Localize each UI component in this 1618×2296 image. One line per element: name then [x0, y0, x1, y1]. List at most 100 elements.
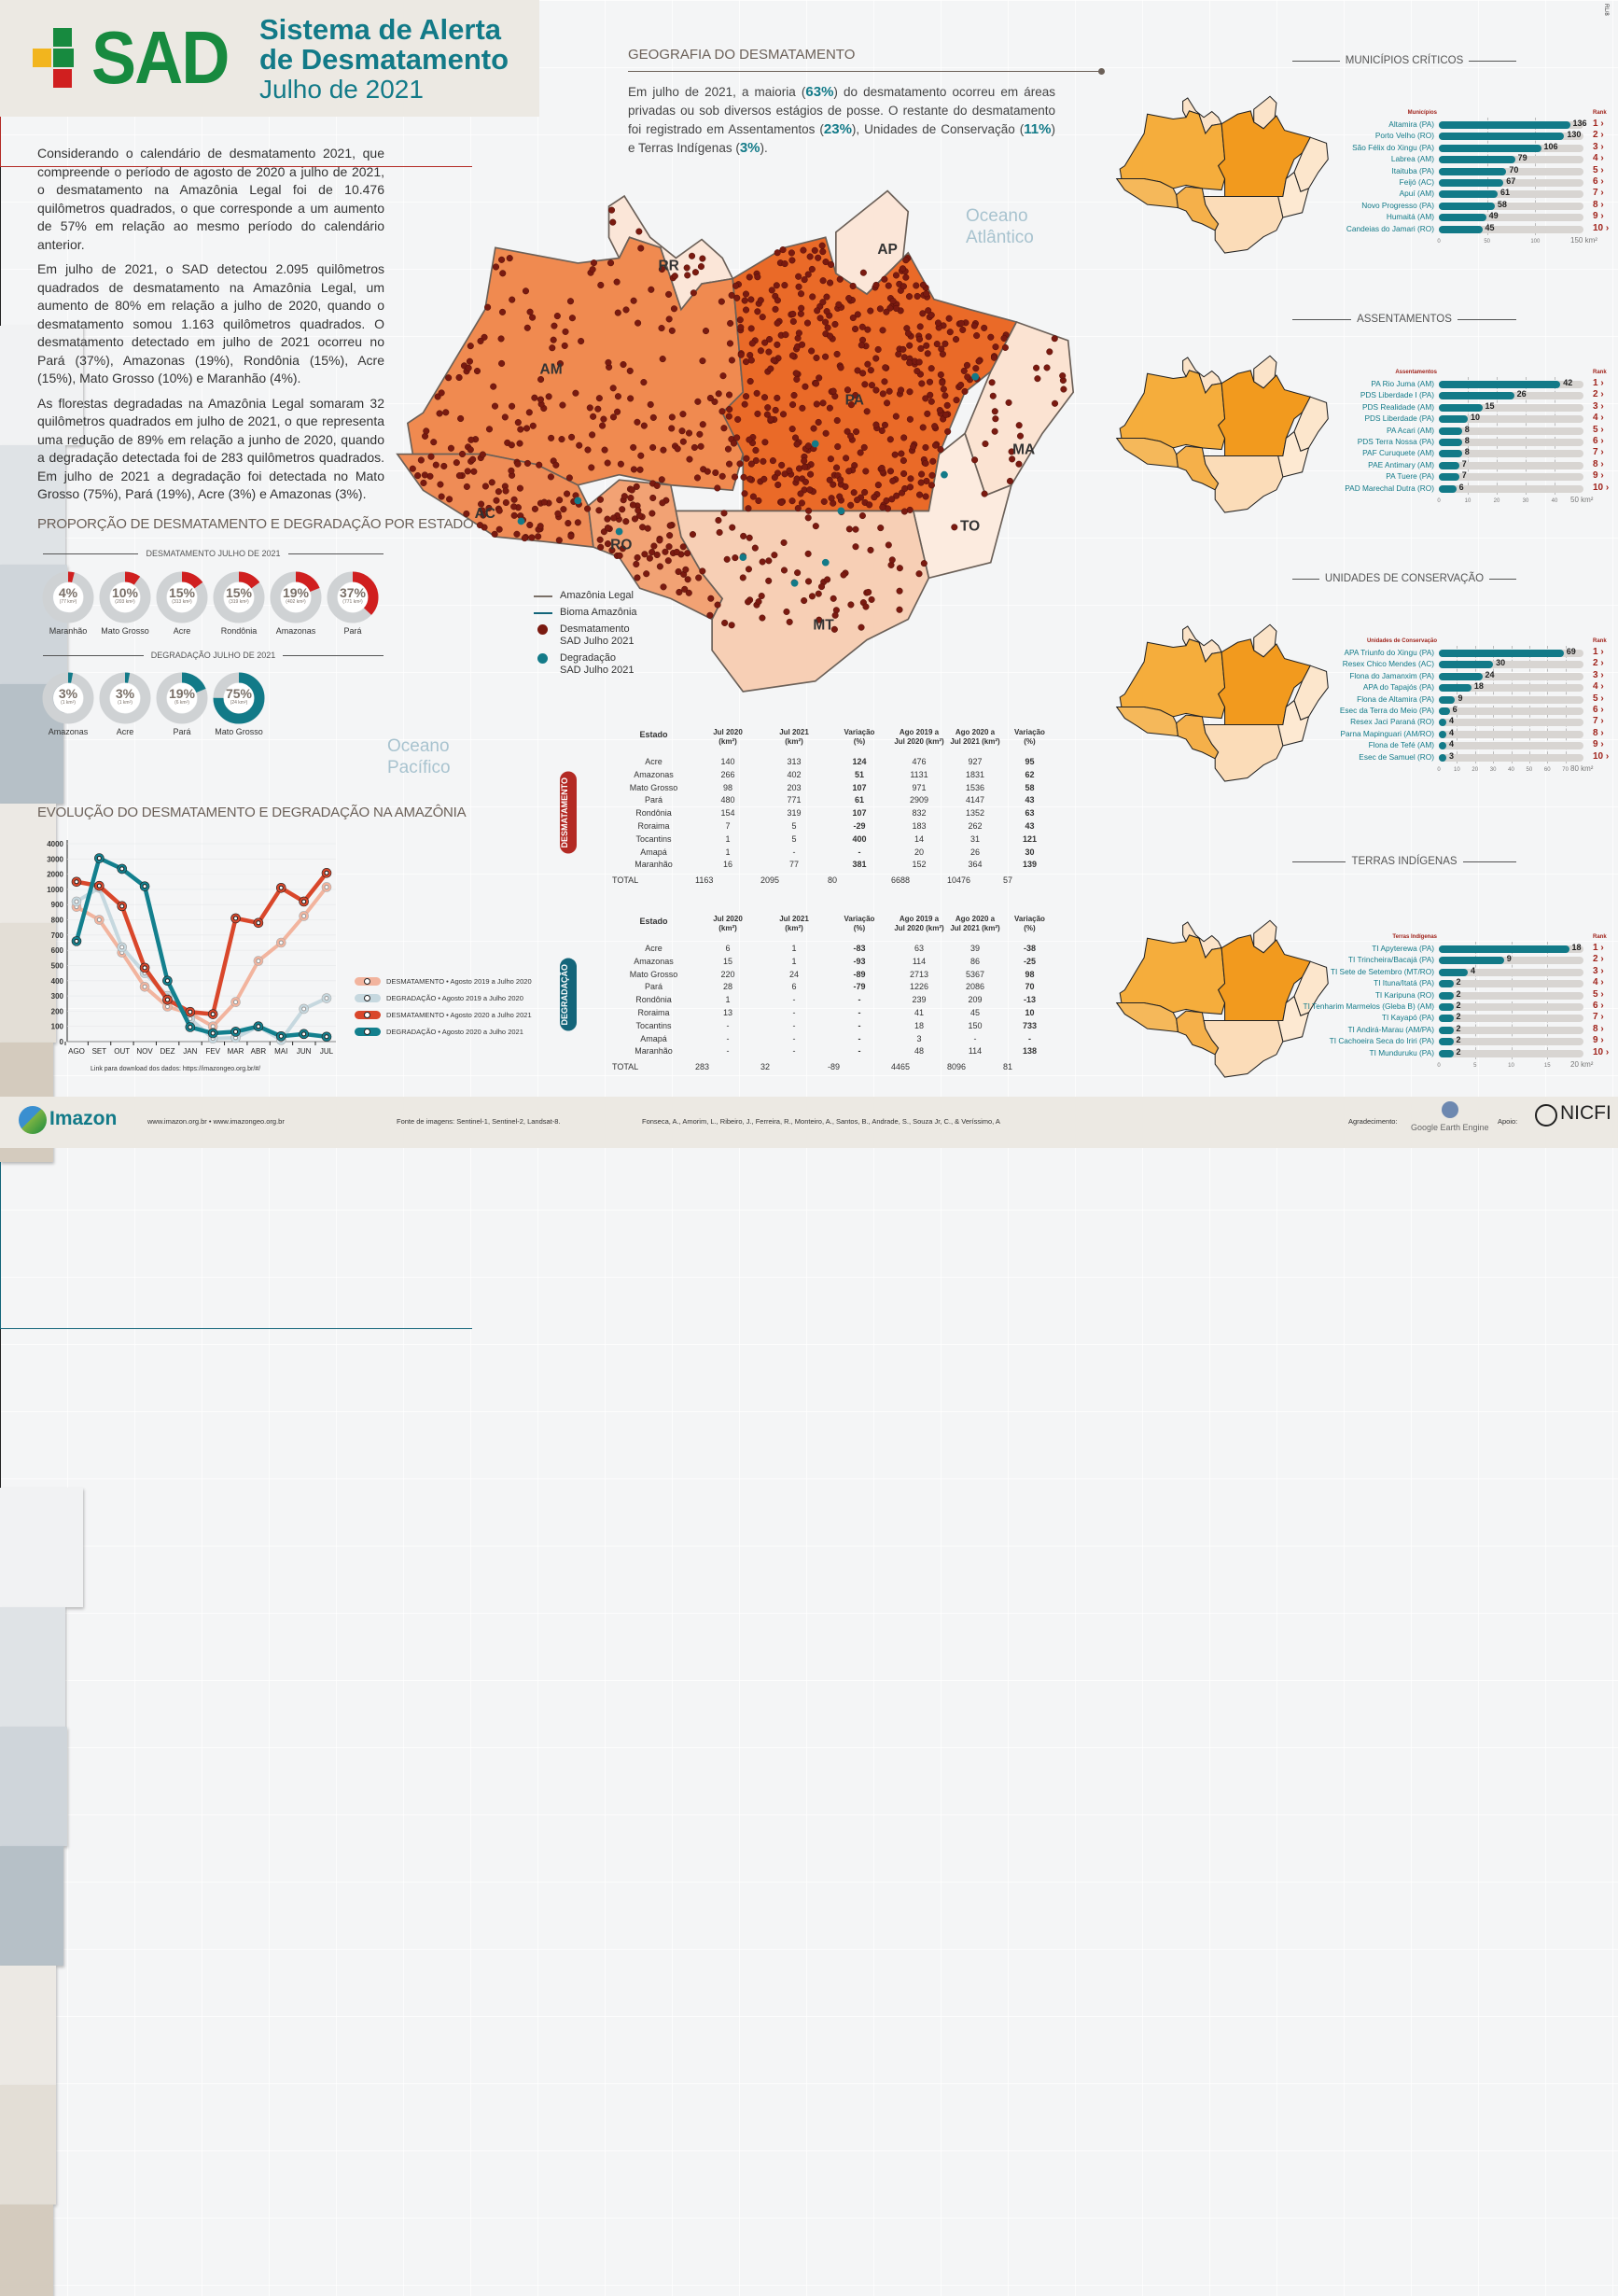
deforestation-point: [781, 260, 788, 268]
state-label: PA: [845, 392, 864, 408]
value-cell: 107: [852, 782, 867, 792]
rank-number: 10 ›: [1593, 750, 1610, 762]
bar: [1439, 980, 1454, 988]
deforestation-point: [885, 541, 892, 549]
deforestation-point: [826, 404, 833, 412]
bar-value: 4: [1449, 739, 1455, 749]
donut-area: (402 km²): [286, 599, 306, 605]
bar: [1439, 753, 1446, 762]
deforestation-point: [924, 350, 931, 357]
item-name: PDS Terra Nossa (PA): [1357, 437, 1434, 446]
total-value: 10476: [947, 875, 971, 885]
bar-track: [1439, 957, 1583, 965]
deforestation-point: [601, 446, 608, 454]
donut-state-label: Amazonas: [48, 727, 89, 736]
data-link[interactable]: Link para download dos dados: https://im…: [91, 1066, 261, 1072]
donut-area: (77 km²): [59, 599, 77, 605]
deforestation-point: [660, 583, 667, 591]
deforestation-point: [690, 443, 698, 451]
deforestation-point: [597, 543, 605, 551]
deforestation-point: [844, 386, 852, 394]
value-cell: 3: [916, 1033, 922, 1043]
deforestation-point: [790, 391, 798, 399]
donut-percent: 10%: [111, 585, 139, 600]
deforestation-point: [922, 493, 929, 500]
rank-number: 9 ›: [1593, 470, 1604, 482]
gridline: [1474, 942, 1476, 1059]
x-tick-label: 5: [1473, 1063, 1477, 1069]
deforestation-point: [872, 386, 880, 394]
x-tick-label: 50: [1484, 239, 1490, 245]
deforestation-point: [831, 320, 839, 328]
deforestation-point: [610, 514, 618, 522]
state-name-cell: Amapá: [640, 1033, 667, 1043]
ocean-label-atlantico: Oceano Atlântico: [966, 206, 1034, 247]
evolucao-heading: EVOLUÇÃO DO DESMATAMENTO E DEGRADAÇÃO NA…: [37, 805, 467, 820]
map-legend-item: Bioma Amazônia: [534, 607, 637, 619]
deforestation-point: [746, 273, 753, 281]
deforestation-point: [824, 576, 831, 583]
map-legend-item: Degradação SAD Julho 2021: [534, 652, 637, 677]
total-label: TOTAL: [612, 1062, 639, 1071]
value-cell: -83: [853, 944, 866, 953]
legend-label: Desmatamento SAD Julho 2021: [560, 623, 635, 648]
value-cell: 138: [1022, 1046, 1038, 1057]
deforestation-point: [576, 441, 583, 449]
deforestation-point: [467, 343, 474, 350]
deforestation-point: [745, 505, 752, 512]
deforestation-point: [972, 365, 980, 372]
deforestation-point: [862, 603, 870, 610]
deforestation-point: [564, 490, 571, 497]
donut-percent: 75%: [225, 686, 253, 701]
deforestation-point: [816, 315, 824, 322]
deforestation-point: [477, 337, 484, 344]
x-tick-label: SET: [92, 1047, 107, 1055]
deforestation-point: [773, 282, 780, 289]
donut-area: (319 km²): [229, 599, 249, 605]
deforestation-point: [446, 496, 453, 503]
deforestation-point: [916, 323, 924, 330]
donut-pará: 19% (6 km²) Pará: [155, 672, 209, 736]
item-name: PAE Antimary (AM): [1368, 459, 1434, 469]
deforestation-point: [745, 566, 752, 573]
deforestation-point: [492, 263, 500, 271]
deforestation-point: [872, 421, 880, 428]
bar-value: 67: [1506, 176, 1516, 186]
deforestation-point: [690, 289, 697, 297]
header-line: Variação: [844, 728, 875, 736]
gridline: [1497, 377, 1498, 495]
deforestation-point: [982, 440, 989, 448]
rank-number: 8 ›: [1593, 199, 1604, 210]
intro-paragraph: As florestas degradadas na Amazônia Lega…: [37, 395, 384, 502]
deforestation-point: [874, 482, 882, 489]
header-line: (km²): [785, 737, 803, 746]
deforestation-point: [633, 560, 640, 568]
ranking-row: PDS Liberdade I (PA) 26 2 ›: [1311, 389, 1614, 401]
deforestation-point: [931, 423, 939, 430]
legend-swatch: [355, 1028, 381, 1036]
value-cell: 24: [788, 969, 799, 979]
footer-sites[interactable]: www.imazon.org.br • www.imazongeo.org.br: [147, 1117, 285, 1126]
divider: [628, 71, 1102, 72]
value-cell: -: [726, 1046, 730, 1057]
deforestation-point: [485, 426, 494, 433]
deforestation-point: [531, 394, 538, 401]
deforestation-point: [510, 503, 518, 511]
deforestation-point: [478, 500, 485, 508]
value-cell: -: [858, 1046, 861, 1057]
deforestation-point: [699, 567, 706, 575]
value-cell: 402: [787, 769, 802, 779]
deforestation-point: [724, 445, 732, 453]
imazon-logo-text: Imazon: [49, 1108, 118, 1129]
deforestation-point: [622, 306, 630, 314]
deforestation-point: [840, 571, 847, 579]
bar-value: 4: [1449, 727, 1455, 737]
deforestation-point: [668, 327, 676, 334]
deforestation-point: [635, 228, 643, 235]
deforestation-point: [1033, 364, 1040, 371]
state-name-cell: Roraima: [637, 821, 670, 831]
value-cell: -89: [853, 969, 866, 979]
state-name-cell: Tocantins: [635, 833, 672, 844]
deforestation-point: [737, 324, 745, 331]
value-cell: 114: [968, 1046, 983, 1057]
